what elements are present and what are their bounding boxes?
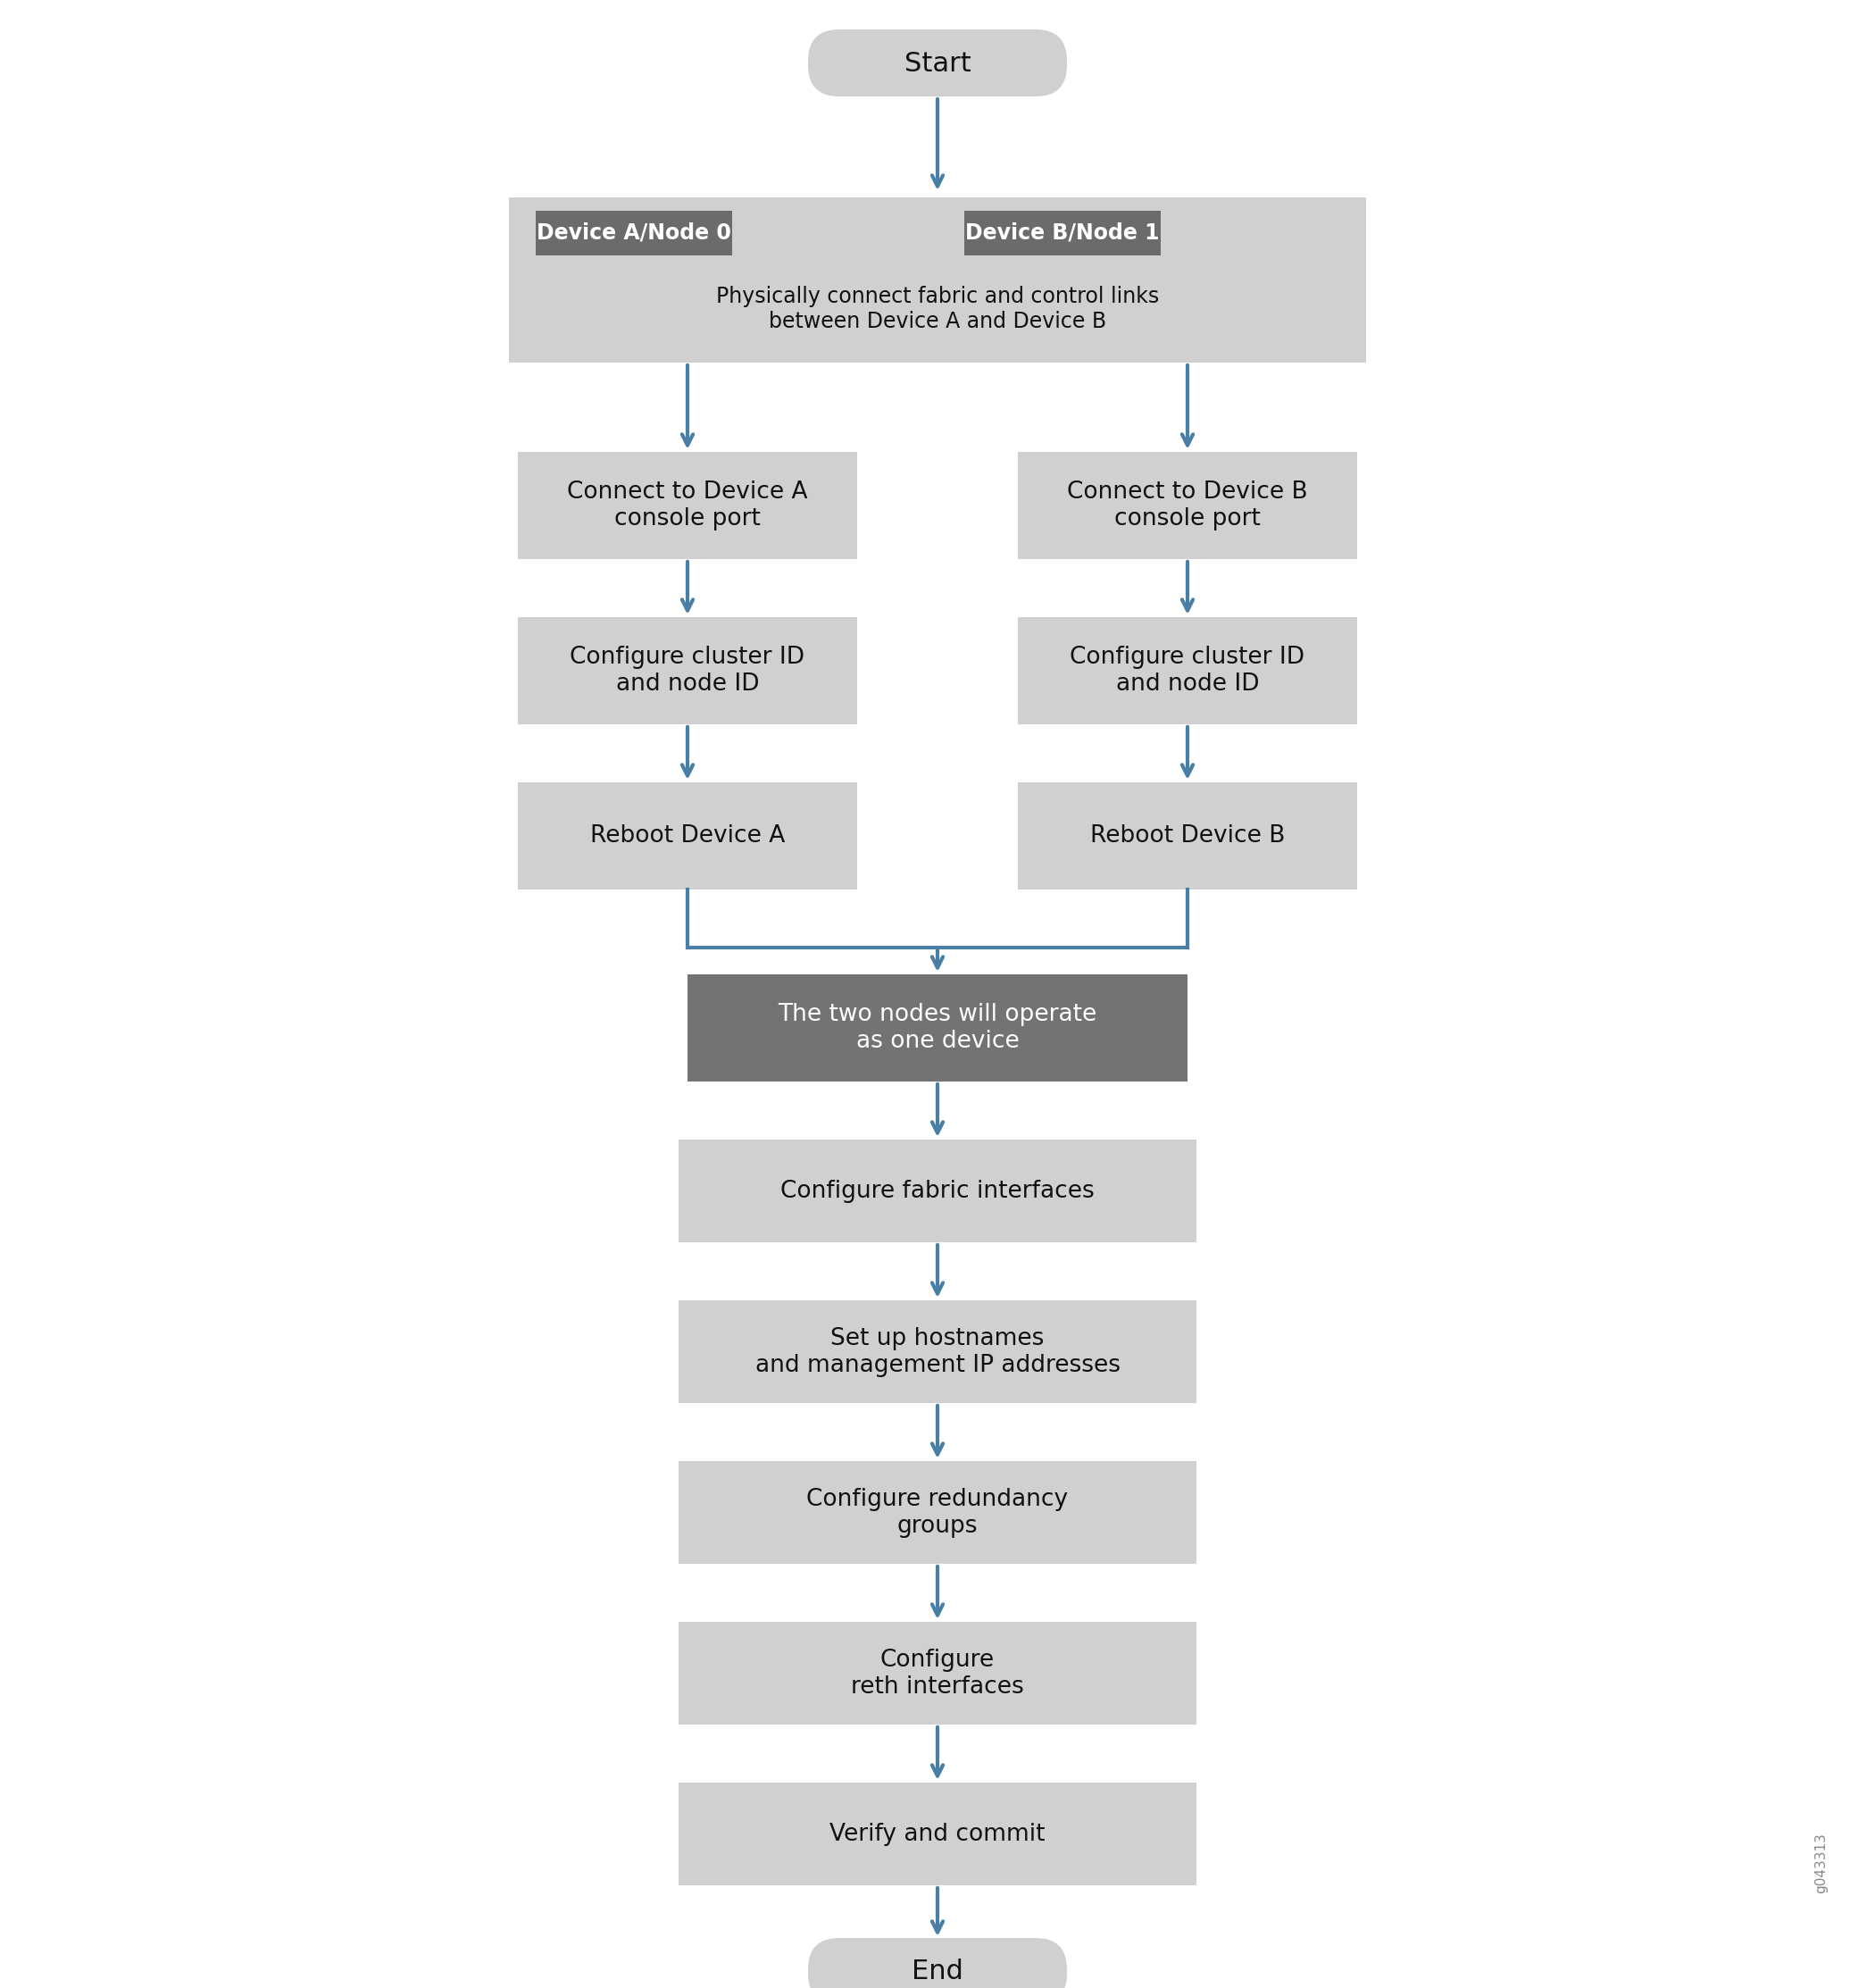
Text: Set up hostnames
and management IP addresses: Set up hostnames and management IP addre…	[756, 1328, 1119, 1378]
Bar	[688, 974, 1187, 1081]
Text: The two nodes will operate
as one device: The two nodes will operate as one device	[778, 1002, 1097, 1054]
Text: Configure
reth interfaces: Configure reth interfaces	[851, 1648, 1024, 1698]
Text: End: End	[911, 1958, 964, 1984]
Text: Physically connect fabric and control links
between Device A and Device B: Physically connect fabric and control li…	[716, 286, 1159, 332]
Text: Configure redundancy
groups: Configure redundancy groups	[806, 1487, 1069, 1539]
Text: Start: Start	[904, 50, 971, 76]
Bar	[518, 616, 857, 724]
Text: Connect to Device B
console port: Connect to Device B console port	[1067, 481, 1309, 531]
Bar	[679, 1622, 1196, 1724]
Text: Configure cluster ID
and node ID: Configure cluster ID and node ID	[1071, 646, 1305, 696]
Text: Reboot Device A: Reboot Device A	[591, 825, 786, 847]
Text: Device B/Node 1: Device B/Node 1	[966, 223, 1159, 245]
FancyBboxPatch shape	[808, 30, 1067, 97]
Bar	[679, 1300, 1196, 1404]
Bar	[679, 1139, 1196, 1242]
Bar	[964, 211, 1161, 254]
Text: g043313: g043313	[1815, 1833, 1828, 1893]
Bar	[536, 211, 731, 254]
Bar	[508, 197, 1367, 362]
Text: Configure fabric interfaces: Configure fabric interfaces	[780, 1179, 1095, 1203]
Bar	[679, 1461, 1196, 1565]
FancyBboxPatch shape	[808, 1938, 1067, 1988]
Bar	[679, 1783, 1196, 1885]
Text: Reboot Device B: Reboot Device B	[1089, 825, 1284, 847]
Text: Verify and commit: Verify and commit	[829, 1823, 1046, 1847]
Text: Device A/Node 0: Device A/Node 0	[536, 223, 731, 245]
Text: Configure cluster ID
and node ID: Configure cluster ID and node ID	[570, 646, 804, 696]
Bar	[518, 451, 857, 559]
Bar	[1018, 451, 1358, 559]
Bar	[1018, 616, 1358, 724]
Text: Connect to Device A
console port: Connect to Device A console port	[566, 481, 808, 531]
Bar	[1018, 783, 1358, 889]
Bar	[518, 783, 857, 889]
